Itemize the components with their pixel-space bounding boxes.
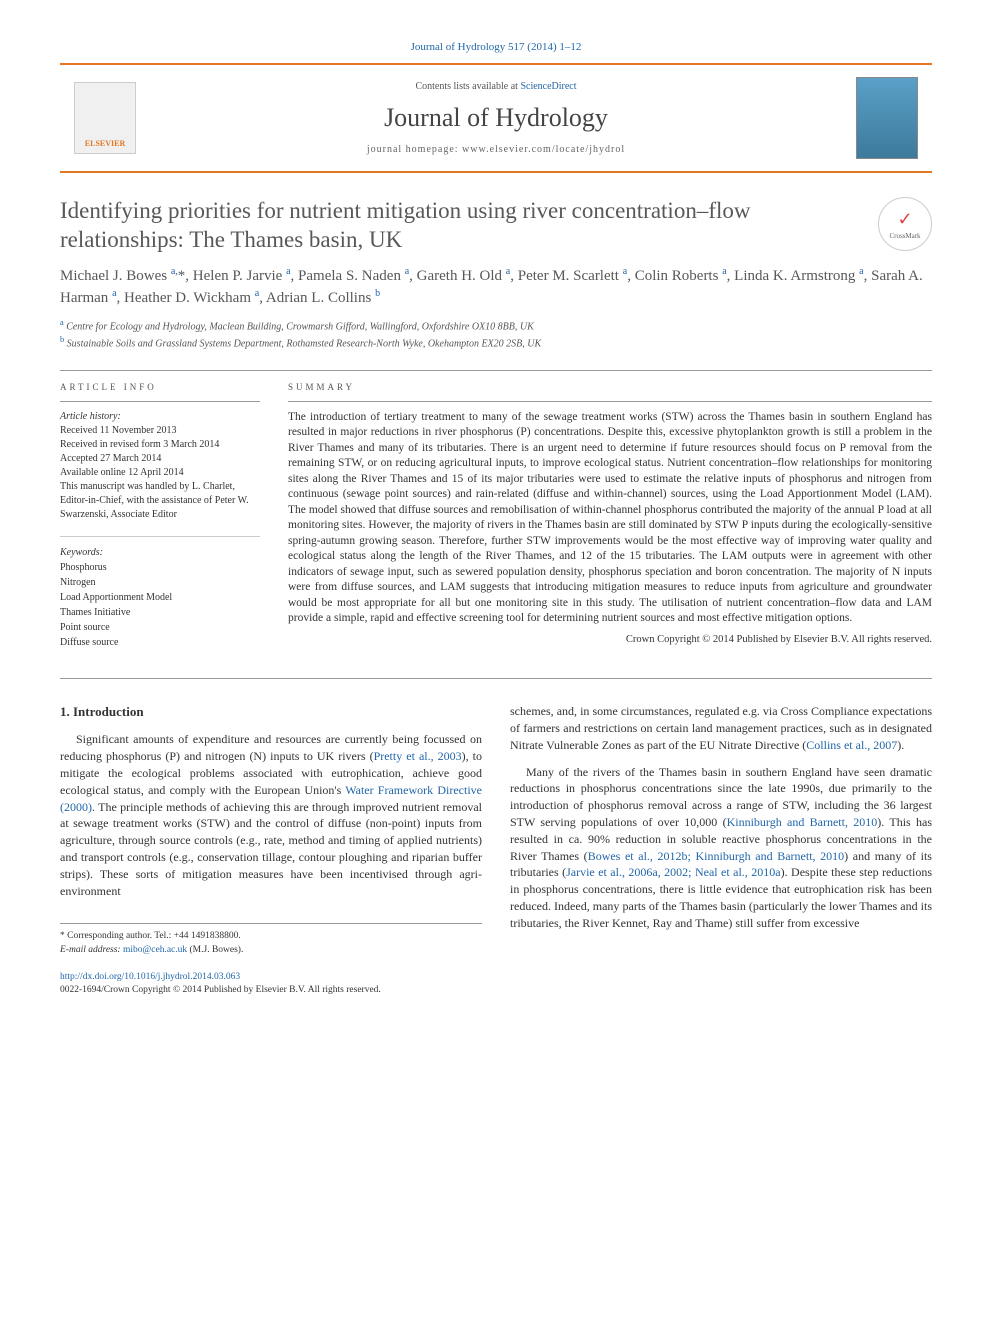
summary-heading: SUMMARY	[288, 381, 932, 393]
divider	[60, 678, 932, 679]
publisher-logo: ELSEVIER	[74, 82, 136, 154]
doi-block: http://dx.doi.org/10.1016/j.jhydrol.2014…	[60, 971, 482, 998]
doi-link[interactable]: http://dx.doi.org/10.1016/j.jhydrol.2014…	[60, 972, 240, 982]
summary-copyright: Crown Copyright © 2014 Published by Else…	[288, 633, 932, 647]
authors-list: Michael J. Bowes a,*, Helen P. Jarvie a,…	[60, 265, 932, 309]
citation-link[interactable]: Collins et al., 2007	[806, 738, 897, 752]
citation-link[interactable]: Kinniburgh and Barnett, 2010	[727, 815, 878, 829]
sciencedirect-link[interactable]: ScienceDirect	[520, 81, 576, 92]
crossmark-label: CrossMark	[889, 232, 920, 242]
crossmark-icon: ✓	[897, 207, 912, 232]
issn-copyright: 0022-1694/Crown Copyright © 2014 Publish…	[60, 985, 381, 995]
journal-name: Journal of Hydrology	[150, 100, 842, 136]
article-title: Identifying priorities for nutrient miti…	[60, 197, 866, 255]
summary-column: SUMMARY The introduction of tertiary tre…	[288, 381, 932, 665]
citation-link[interactable]: Pretty et al., 2003	[374, 749, 462, 763]
citation-link[interactable]: Bowes et al., 2012b; Kinniburgh and Barn…	[588, 849, 844, 863]
contents-line: Contents lists available at ScienceDirec…	[150, 80, 842, 94]
journal-cover-thumb	[856, 77, 918, 159]
body-paragraph: schemes, and, in some circumstances, reg…	[510, 703, 932, 753]
header-citation: Journal of Hydrology 517 (2014) 1–12	[60, 40, 932, 55]
summary-text: The introduction of tertiary treatment t…	[288, 410, 932, 627]
divider	[60, 370, 932, 371]
homepage-url[interactable]: www.elsevier.com/locate/jhydrol	[462, 144, 625, 155]
journal-header: ELSEVIER Contents lists available at Sci…	[60, 63, 932, 173]
affiliations: a Centre for Ecology and Hydrology, Macl…	[60, 317, 932, 352]
article-info-column: ARTICLE INFO Article history: Received 1…	[60, 381, 260, 665]
body-paragraph: Many of the rivers of the Thames basin i…	[510, 764, 932, 932]
homepage-line: journal homepage: www.elsevier.com/locat…	[150, 143, 842, 157]
article-history: Article history: Received 11 November 20…	[60, 410, 260, 522]
info-heading: ARTICLE INFO	[60, 381, 260, 394]
citation-link[interactable]: Journal of Hydrology 517 (2014) 1–12	[411, 41, 582, 53]
citation-link[interactable]: Jarvie et al., 2006a, 2002; Neal et al.,…	[566, 865, 781, 879]
keywords-block: Keywords: PhosphorusNitrogenLoad Apporti…	[60, 545, 260, 650]
section-heading: 1. Introduction	[60, 703, 482, 721]
email-line: E-mail address: mibo@ceh.ac.uk (M.J. Bow…	[60, 944, 482, 957]
email-link[interactable]: mibo@ceh.ac.uk	[123, 945, 187, 955]
body-column-right: schemes, and, in some circumstances, reg…	[510, 703, 932, 997]
body-paragraph: Significant amounts of expenditure and r…	[60, 731, 482, 899]
crossmark-badge[interactable]: ✓ CrossMark	[878, 197, 932, 251]
footnote-block: * Corresponding author. Tel.: +44 149183…	[60, 923, 482, 957]
header-center: Contents lists available at ScienceDirec…	[150, 80, 842, 156]
body-column-left: 1. Introduction Significant amounts of e…	[60, 703, 482, 997]
corresponding-author: * Corresponding author. Tel.: +44 149183…	[60, 930, 482, 943]
